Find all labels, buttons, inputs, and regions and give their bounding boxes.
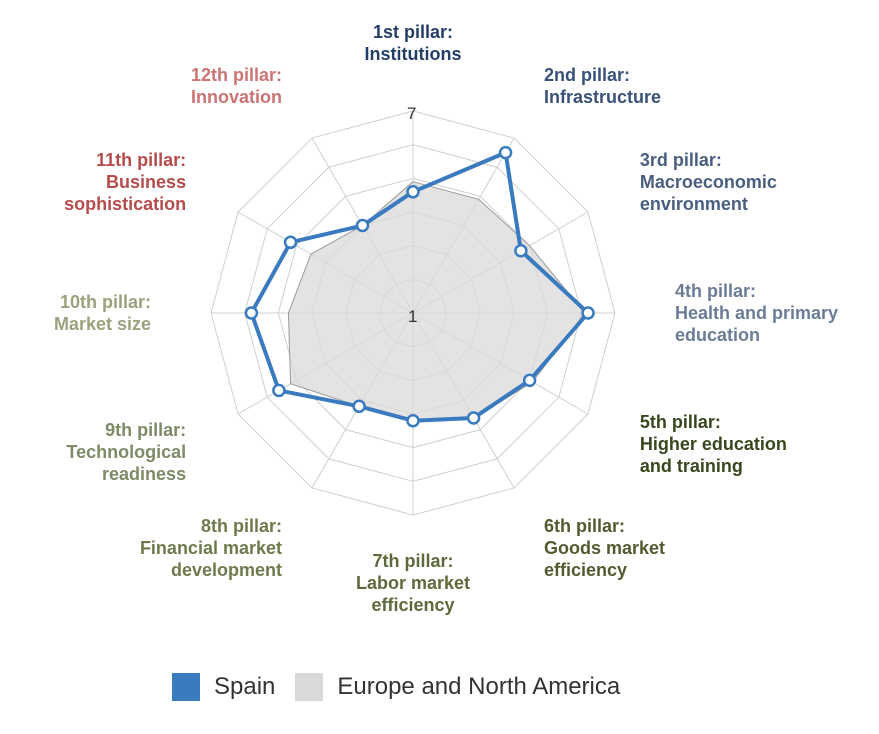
axis-label-pillar-name: Macroeconomic [640, 172, 777, 192]
axis-label-8: 8th pillar: Financial market development [140, 516, 282, 580]
tick-label-min: 1 [408, 307, 417, 326]
axis-label-pillar-number: 1st pillar: [373, 22, 453, 42]
axis-label-11: 11th pillar: Business sophistication [64, 150, 186, 214]
axis-label-pillar-name: Business [106, 172, 186, 192]
series-area-europe [287, 181, 586, 422]
axis-label-pillar-name: Higher education [640, 434, 787, 454]
axis-label-pillar-name: environment [640, 194, 748, 214]
spain-point-1 [406, 185, 420, 199]
spain-point-7 [406, 413, 420, 428]
axis-label-pillar-number: 11th pillar: [96, 150, 186, 170]
spain-point-12 [355, 218, 370, 233]
legend-label-europe: Europe and North America [337, 673, 621, 700]
axis-label-9: 9th pillar: Technological readiness [66, 420, 186, 484]
axis-label-12: 12th pillar: Innovation [191, 65, 282, 107]
axis-label-3: 3rd pillar: Macroeconomic environment [640, 150, 777, 214]
axis-label-pillar-name: education [675, 325, 760, 345]
axis-label-6: 6th pillar: Goods market efficiency [544, 516, 665, 580]
axis-label-2: 2nd pillar: Infrastructure [544, 65, 661, 107]
axis-labels: 1st pillar: Institutions 2nd pillar: Infras… [54, 22, 838, 615]
axis-label-pillar-number: 4th pillar: [675, 281, 756, 301]
axis-label-pillar-number: 8th pillar: [201, 516, 282, 536]
axis-label-pillar-name: development [171, 560, 282, 580]
axis-label-pillar-number: 2nd pillar: [544, 65, 630, 85]
spain-point-3 [514, 243, 528, 258]
axis-label-pillar-name: sophistication [64, 194, 186, 214]
axis-label-pillar-name: Institutions [365, 44, 462, 64]
spain-point-11 [283, 235, 298, 250]
axis-label-pillar-number: 10th pillar: [60, 292, 151, 312]
axis-label-pillar-name: readiness [102, 464, 186, 484]
legend: Spain Europe and North America [172, 673, 640, 701]
spain-point-8 [352, 399, 366, 414]
axis-label-pillar-number: 5th pillar: [640, 412, 721, 432]
axis-label-4: 4th pillar: Health and primary education [675, 281, 838, 345]
axis-label-pillar-name: Financial market [140, 538, 282, 558]
axis-label-pillar-number: 6th pillar: [544, 516, 625, 536]
legend-swatch-spain [172, 673, 200, 701]
axis-label-10: 10th pillar: Market size [54, 292, 151, 334]
axis-label-5: 5th pillar: Higher education and training [640, 412, 787, 476]
tick-label-max: 7 [407, 104, 416, 123]
axis-label-pillar-name: Labor market [356, 573, 470, 593]
axis-label-pillar-name: efficiency [544, 560, 627, 580]
axis-label-pillar-number: 12th pillar: [191, 65, 282, 85]
axis-label-pillar-name: Goods market [544, 538, 665, 558]
axis-label-pillar-number: 3rd pillar: [640, 150, 722, 170]
axis-label-pillar-name: Infrastructure [544, 87, 661, 107]
spain-point-9 [272, 383, 286, 398]
spain-point-5 [522, 373, 537, 388]
axis-label-pillar-name: Technological [66, 442, 186, 462]
axis-label-7: 7th pillar: Labor market efficiency [356, 551, 470, 615]
axis-label-pillar-name: and training [640, 456, 743, 476]
europe-area [287, 181, 586, 422]
axis-label-pillar-name: Health and primary [675, 303, 838, 323]
series-spain [244, 145, 595, 428]
axis-label-pillar-name: Innovation [191, 87, 282, 107]
legend-swatch-europe [295, 673, 324, 701]
axis-label-pillar-number: 9th pillar: [105, 420, 186, 440]
axis-label-pillar-name: Market size [54, 314, 151, 334]
spain-point-10 [244, 306, 259, 320]
axis-label-1: 1st pillar: Institutions [365, 22, 462, 64]
legend-item-spain[interactable]: Spain [172, 673, 275, 701]
axis-label-pillar-name: efficiency [371, 595, 454, 615]
legend-item-europe[interactable]: Europe and North America [295, 673, 620, 701]
axis-label-pillar-number: 7th pillar: [372, 551, 453, 571]
legend-label-spain: Spain [214, 673, 276, 700]
spain-point-4 [581, 306, 595, 320]
spain-point-6 [466, 411, 481, 425]
spain-point-2 [498, 145, 513, 160]
